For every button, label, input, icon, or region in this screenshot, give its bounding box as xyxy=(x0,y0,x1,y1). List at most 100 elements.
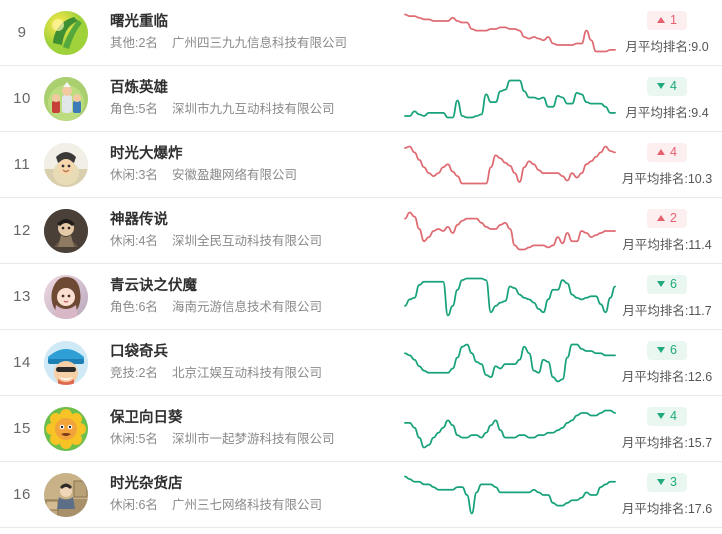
game-company: 深圳市九九互动科技有限公司 xyxy=(171,102,335,116)
average-rank-label: 月平均排名:12.6 xyxy=(621,369,713,384)
game-category: 其他:2名 xyxy=(110,36,158,50)
game-category: 竞技:2名 xyxy=(110,366,158,380)
avatar[interactable] xyxy=(44,406,88,451)
rank-change-value: 4 xyxy=(670,408,677,423)
table-row[interactable]: 12 神器传说休闲:4名 深圳全民互动科技有限公司 2 月平均排名:11.4 xyxy=(0,198,722,264)
game-title[interactable]: 时光杂货店 xyxy=(110,476,183,492)
game-company: 安徽盈趣网络有限公司 xyxy=(171,168,297,182)
game-category: 休闲:4名 xyxy=(110,234,158,248)
average-rank-label: 月平均排名:17.6 xyxy=(621,501,713,516)
table-row[interactable]: 9 曙光重临其他:2名 广州四三九九信息科技有限公司 1 月平均排名:9.0 xyxy=(0,0,722,66)
avatar-cell xyxy=(44,406,102,451)
game-company: 深圳全民互动科技有限公司 xyxy=(171,234,322,248)
game-title[interactable]: 曙光重临 xyxy=(110,14,168,30)
game-category: 休闲:5名 xyxy=(110,432,158,446)
game-info: 青云诀之伏魔 角色:6名 海南元游信息技术有限公司 xyxy=(102,277,402,316)
game-meta: 休闲:4名 深圳全民互动科技有限公司 xyxy=(110,233,402,250)
arrow-down-icon xyxy=(657,347,666,353)
avatar[interactable] xyxy=(44,76,88,121)
rank-trend-sparkline xyxy=(402,0,618,65)
game-company: 广州四三九九信息科技有限公司 xyxy=(171,36,347,50)
game-company: 海南元游信息技术有限公司 xyxy=(171,300,322,314)
arrow-down-icon xyxy=(657,281,666,287)
avatar[interactable] xyxy=(44,208,88,253)
table-row[interactable]: 10 百炼英雄 角色:5名 深圳市九九互动科技有限公司 4 月平均排名:9.4 xyxy=(0,66,722,132)
game-info: 时光杂货店休闲:6名 广州三七网络科技有限公司 xyxy=(102,475,402,514)
table-row[interactable]: 11 时光大爆炸 休闲:3名 安徽盈趣网络有限公司 4 月平均排名:10.3 xyxy=(0,132,722,198)
arrow-up-icon xyxy=(657,215,666,221)
rank-change-badge: 6 xyxy=(647,274,687,294)
stats-cell: 1 月平均排名:9.0 xyxy=(618,10,722,55)
game-info: 口袋奇兵 竞技:2名 北京江娱互动科技有限公司 xyxy=(102,343,402,382)
avatar[interactable] xyxy=(44,142,88,187)
avatar-cell xyxy=(44,76,102,121)
game-title[interactable]: 百炼英雄 xyxy=(110,80,168,96)
arrow-down-icon xyxy=(657,83,666,89)
avatar-cell xyxy=(44,208,102,253)
game-title[interactable]: 保卫向日葵 xyxy=(110,410,183,426)
average-rank-label: 月平均排名:15.7 xyxy=(621,435,713,450)
avatar-cell xyxy=(44,472,102,517)
avatar-cell xyxy=(44,142,102,187)
rank-change-value: 4 xyxy=(670,78,677,93)
rank-trend-sparkline xyxy=(402,132,618,197)
table-row[interactable]: 16 时光杂货店休闲:6名 广州三七网络科技有限公司 3 月平均排名:17.6 xyxy=(0,462,722,528)
table-row[interactable]: 14 口袋奇兵 竞技:2名 北京江娱互动科技有限公司 6 月平均排名:12.6 xyxy=(0,330,722,396)
game-meta: 其他:2名 广州四三九九信息科技有限公司 xyxy=(110,35,402,52)
avatar-cell xyxy=(44,274,102,319)
game-company: 深圳市一起梦游科技有限公司 xyxy=(171,432,335,446)
game-category: 休闲:6名 xyxy=(110,498,158,512)
rank-number: 13 xyxy=(13,288,31,305)
rank-change-badge: 4 xyxy=(647,406,687,426)
avatar[interactable] xyxy=(44,274,88,319)
rank-change-value: 6 xyxy=(670,276,677,291)
stats-cell: 3 月平均排名:17.6 xyxy=(618,472,722,517)
game-category: 角色:5名 xyxy=(110,102,158,116)
avatar[interactable] xyxy=(44,10,88,55)
arrow-up-icon xyxy=(657,17,666,23)
game-meta: 休闲:5名 深圳市一起梦游科技有限公司 xyxy=(110,431,402,448)
avatar[interactable] xyxy=(44,472,88,517)
rank-number: 12 xyxy=(13,222,31,239)
rank-trend-sparkline xyxy=(402,264,618,329)
rank-change-value: 2 xyxy=(670,210,677,225)
game-meta: 角色:5名 深圳市九九互动科技有限公司 xyxy=(110,101,402,118)
rank-change-value: 6 xyxy=(670,342,677,357)
stats-cell: 2 月平均排名:11.4 xyxy=(618,208,722,253)
avatar-cell xyxy=(44,10,102,55)
table-row[interactable]: 13 青云诀之伏魔 角色:6名 海南元游信息技术有限公司 6 月平均排名:11.7 xyxy=(0,264,722,330)
rank-change-badge: 2 xyxy=(647,208,687,228)
rank-trend-sparkline xyxy=(402,462,618,527)
rank-number: 15 xyxy=(13,420,31,437)
average-rank-label: 月平均排名:11.4 xyxy=(622,237,712,252)
rank-number: 16 xyxy=(13,486,31,503)
game-company: 广州三七网络科技有限公司 xyxy=(171,498,322,512)
table-row[interactable]: 15 保卫向日葵休闲:5名 深圳市一起梦游科技有限公司 4 月平均排名:15.7 xyxy=(0,396,722,462)
game-title[interactable]: 青云诀之伏魔 xyxy=(110,278,197,294)
average-rank-label: 月平均排名:11.7 xyxy=(622,303,712,318)
game-category: 休闲:3名 xyxy=(110,168,158,182)
game-info: 神器传说休闲:4名 深圳全民互动科技有限公司 xyxy=(102,211,402,250)
game-info: 保卫向日葵休闲:5名 深圳市一起梦游科技有限公司 xyxy=(102,409,402,448)
avatar[interactable] xyxy=(44,340,88,385)
game-title[interactable]: 神器传说 xyxy=(110,212,168,228)
rank-change-badge: 6 xyxy=(647,340,687,360)
stats-cell: 6 月平均排名:11.7 xyxy=(618,274,722,319)
game-info: 时光大爆炸休闲:3名 安徽盈趣网络有限公司 xyxy=(102,145,402,184)
rank-change-value: 4 xyxy=(670,144,677,159)
game-info: 百炼英雄角色:5名 深圳市九九互动科技有限公司 xyxy=(102,79,402,118)
game-meta: 休闲:3名 安徽盈趣网络有限公司 xyxy=(110,167,402,184)
game-title[interactable]: 时光大爆炸 xyxy=(110,146,183,162)
rank-change-badge: 1 xyxy=(647,10,687,30)
rank-number: 9 xyxy=(17,24,27,41)
rank-trend-sparkline xyxy=(402,330,618,395)
rank-change-value: 1 xyxy=(670,12,677,27)
arrow-down-icon xyxy=(657,479,666,485)
avatar-cell xyxy=(44,340,102,385)
rank-trend-sparkline xyxy=(402,198,618,263)
stats-cell: 4 月平均排名:10.3 xyxy=(618,142,722,187)
game-meta: 休闲:6名 广州三七网络科技有限公司 xyxy=(110,497,402,514)
rank-number: 10 xyxy=(13,90,31,107)
game-title[interactable]: 口袋奇兵 xyxy=(110,344,168,360)
rank-trend-sparkline xyxy=(402,66,618,131)
